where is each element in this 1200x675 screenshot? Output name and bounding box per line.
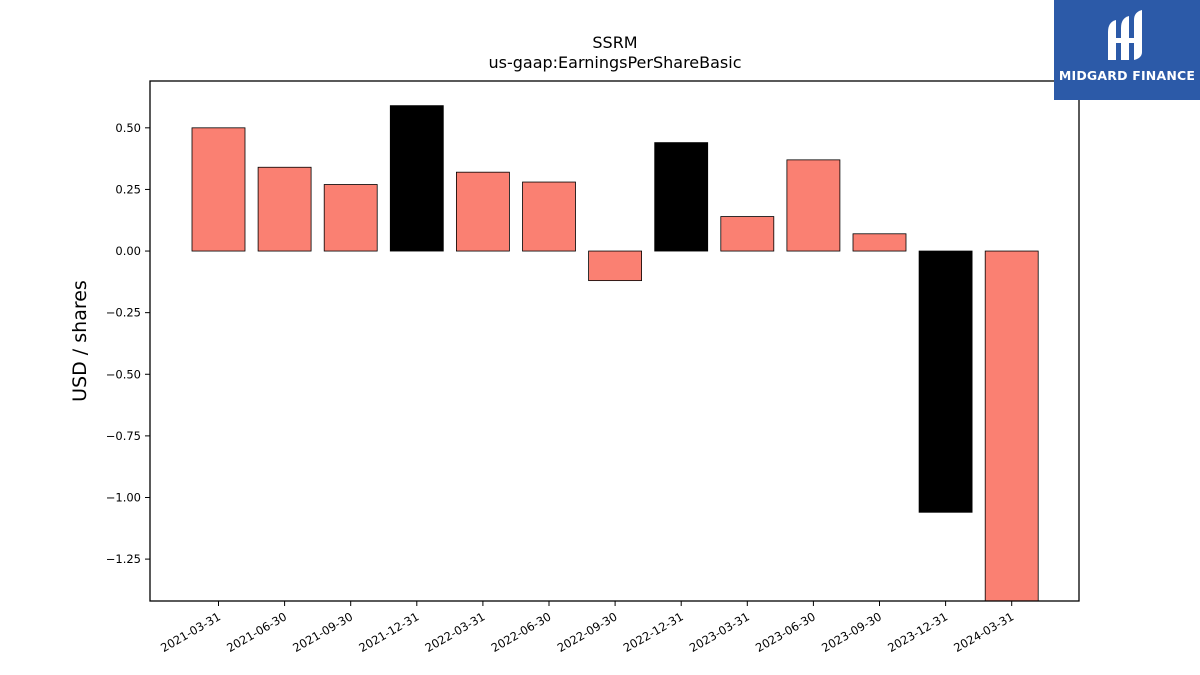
bar-2022-09-30: [588, 250, 642, 282]
bar-2023-06-30: [786, 159, 841, 252]
x-tick-label: 2022-09-30: [555, 609, 620, 655]
y-axis-label: USD / shares: [69, 280, 91, 402]
midgard-finance-logo: MIDGARD FINANCE: [1054, 0, 1200, 100]
x-tick-label: 2024-03-31: [951, 609, 1016, 655]
bar-2023-12-31: [918, 250, 973, 513]
x-tick-label: 2021-03-31: [158, 609, 223, 655]
x-tick-label: 2022-12-31: [621, 609, 686, 655]
plot-frame: [149, 80, 1080, 602]
x-tick-label: 2023-03-31: [687, 609, 752, 655]
y-tick-label: −0.25: [106, 306, 141, 320]
bar-2022-12-31: [654, 142, 709, 252]
y-tick-label: −0.50: [106, 367, 141, 381]
bar-2022-06-30: [522, 181, 576, 252]
bar-2021-06-30: [257, 166, 312, 252]
y-tick-label: 0.50: [115, 121, 141, 135]
chart-title: SSRM: [592, 33, 637, 52]
x-tick-label: 2023-12-31: [885, 609, 950, 655]
x-ticks-group: 2021-03-31 2021-06-30 2021-09-30 2021-12-31…: [158, 601, 1016, 655]
y-tick-label: 0.00: [115, 244, 141, 258]
x-tick-label: 2021-06-30: [224, 609, 289, 655]
bar-2024-03-31: [984, 250, 1039, 602]
x-tick-label: 2022-06-30: [489, 609, 554, 655]
bar-2021-12-31: [389, 105, 444, 252]
bars-group: [191, 105, 1039, 602]
y-tick-label: −1.25: [106, 552, 141, 566]
y-tick-label: −0.75: [106, 429, 141, 443]
x-tick-label: 2023-09-30: [819, 609, 884, 655]
x-tick-label: 2023-06-30: [753, 609, 818, 655]
x-tick-label: 2021-09-30: [290, 609, 355, 655]
y-tick-label: −1.00: [106, 490, 141, 504]
midgard-logo-icon: [1108, 10, 1142, 60]
x-tick-label: 2021-12-31: [356, 609, 421, 655]
x-tick-label: 2022-03-31: [423, 609, 488, 655]
bar-2021-09-30: [323, 184, 378, 252]
bar-2023-09-30: [852, 233, 907, 252]
bar-2021-03-31: [191, 127, 246, 252]
bar-2022-03-31: [455, 171, 510, 252]
logo-text: MIDGARD FINANCE: [1058, 68, 1196, 83]
bar-2023-03-31: [720, 216, 775, 252]
y-ticks-group: 0.50 0.25 0.00 −0.25 −0.50 −0.75 −1.00 −1.25: [106, 121, 150, 566]
chart-subtitle: us-gaap:EarningsPerShareBasic: [488, 53, 741, 72]
y-tick-label: 0.25: [115, 182, 141, 196]
